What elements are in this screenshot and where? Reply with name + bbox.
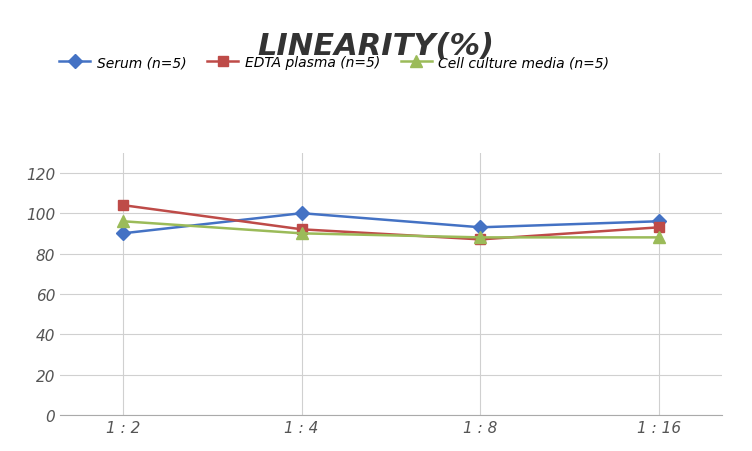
Cell culture media (n=5) [118,219,127,225]
Cell culture media (n=5) [297,231,306,236]
Line: Serum (n=5): Serum (n=5) [118,209,664,239]
Cell culture media (n=5) [655,235,664,240]
Serum (n=5) [476,225,485,230]
Legend: Serum (n=5), EDTA plasma (n=5), Cell culture media (n=5): Serum (n=5), EDTA plasma (n=5), Cell cul… [54,51,615,75]
EDTA plasma (n=5) [655,225,664,230]
EDTA plasma (n=5) [118,203,127,208]
Serum (n=5) [297,211,306,216]
EDTA plasma (n=5) [297,227,306,233]
EDTA plasma (n=5) [476,237,485,243]
Serum (n=5) [118,231,127,236]
Line: EDTA plasma (n=5): EDTA plasma (n=5) [118,201,664,245]
Cell culture media (n=5) [476,235,485,240]
Serum (n=5) [655,219,664,225]
Line: Cell culture media (n=5): Cell culture media (n=5) [117,216,665,244]
Text: LINEARITY(%): LINEARITY(%) [257,32,495,60]
